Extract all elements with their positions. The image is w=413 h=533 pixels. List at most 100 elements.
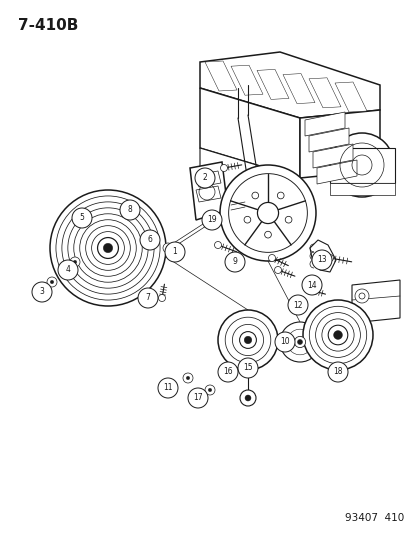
Circle shape	[239, 332, 256, 349]
Circle shape	[208, 388, 211, 392]
Text: 7-410B: 7-410B	[18, 18, 78, 33]
Circle shape	[32, 282, 52, 302]
Text: 9: 9	[232, 257, 237, 266]
Circle shape	[240, 390, 255, 406]
Circle shape	[237, 358, 257, 378]
Circle shape	[251, 192, 258, 199]
Polygon shape	[308, 128, 348, 152]
Circle shape	[294, 336, 305, 348]
Text: 93407  410: 93407 410	[344, 513, 403, 523]
Circle shape	[274, 332, 294, 352]
Circle shape	[264, 231, 271, 238]
Circle shape	[183, 373, 192, 383]
Polygon shape	[308, 78, 340, 108]
Polygon shape	[329, 183, 394, 195]
Circle shape	[326, 254, 333, 262]
Polygon shape	[304, 112, 344, 136]
Circle shape	[268, 254, 275, 262]
Circle shape	[214, 241, 221, 248]
Polygon shape	[199, 52, 379, 118]
Circle shape	[243, 216, 250, 223]
Circle shape	[163, 243, 173, 253]
Polygon shape	[309, 240, 335, 272]
Circle shape	[244, 395, 250, 401]
Polygon shape	[230, 65, 262, 95]
Circle shape	[306, 287, 313, 294]
Text: 13: 13	[316, 255, 326, 264]
Circle shape	[188, 388, 207, 408]
Text: 12: 12	[292, 301, 302, 310]
Circle shape	[219, 165, 315, 261]
Circle shape	[224, 252, 244, 272]
Text: 6: 6	[147, 236, 152, 245]
Circle shape	[47, 277, 57, 287]
Text: 8: 8	[127, 206, 132, 214]
Circle shape	[297, 340, 302, 344]
Circle shape	[204, 385, 214, 395]
Circle shape	[220, 165, 227, 172]
Polygon shape	[299, 110, 379, 178]
Circle shape	[158, 295, 165, 302]
Text: 14: 14	[306, 280, 316, 289]
Text: 16: 16	[223, 367, 232, 376]
Polygon shape	[316, 160, 356, 184]
Text: 3: 3	[40, 287, 44, 296]
Circle shape	[333, 330, 342, 340]
Polygon shape	[329, 148, 394, 183]
Polygon shape	[204, 61, 236, 91]
Circle shape	[72, 208, 92, 228]
Circle shape	[285, 216, 291, 223]
Polygon shape	[256, 69, 288, 99]
Text: 4: 4	[65, 265, 70, 274]
Text: 7: 7	[145, 294, 150, 303]
Circle shape	[311, 250, 331, 270]
Circle shape	[165, 242, 185, 262]
Circle shape	[50, 190, 166, 306]
Circle shape	[195, 168, 214, 188]
Circle shape	[329, 133, 393, 197]
Text: 5: 5	[79, 214, 84, 222]
Text: 11: 11	[163, 384, 172, 392]
Circle shape	[202, 210, 221, 230]
Text: 17: 17	[193, 393, 202, 402]
Polygon shape	[312, 144, 352, 168]
Circle shape	[327, 362, 347, 382]
Circle shape	[70, 257, 80, 267]
Circle shape	[354, 289, 368, 303]
Polygon shape	[228, 196, 247, 220]
Circle shape	[257, 203, 278, 223]
Circle shape	[103, 243, 112, 253]
Circle shape	[97, 238, 118, 259]
Circle shape	[73, 260, 76, 264]
Circle shape	[301, 275, 321, 295]
Circle shape	[166, 246, 169, 250]
Circle shape	[302, 300, 372, 370]
Text: 10: 10	[280, 337, 289, 346]
Circle shape	[244, 336, 251, 344]
Text: 15: 15	[242, 364, 252, 373]
Circle shape	[328, 325, 347, 345]
Text: 19: 19	[206, 215, 216, 224]
Polygon shape	[351, 280, 399, 323]
Circle shape	[58, 260, 78, 280]
Circle shape	[186, 376, 189, 379]
Polygon shape	[199, 88, 299, 178]
Circle shape	[277, 192, 283, 199]
Circle shape	[218, 362, 237, 382]
Text: 2: 2	[202, 174, 207, 182]
Circle shape	[140, 230, 159, 250]
Polygon shape	[282, 74, 314, 103]
Text: 18: 18	[332, 367, 342, 376]
Circle shape	[138, 288, 158, 308]
Text: 1: 1	[172, 247, 177, 256]
Circle shape	[158, 378, 178, 398]
Circle shape	[218, 310, 277, 370]
Circle shape	[50, 280, 54, 284]
Circle shape	[274, 266, 281, 273]
Polygon shape	[190, 162, 228, 220]
Polygon shape	[334, 82, 366, 112]
Circle shape	[279, 322, 319, 362]
Circle shape	[287, 295, 307, 315]
Polygon shape	[199, 148, 299, 215]
Circle shape	[120, 200, 140, 220]
